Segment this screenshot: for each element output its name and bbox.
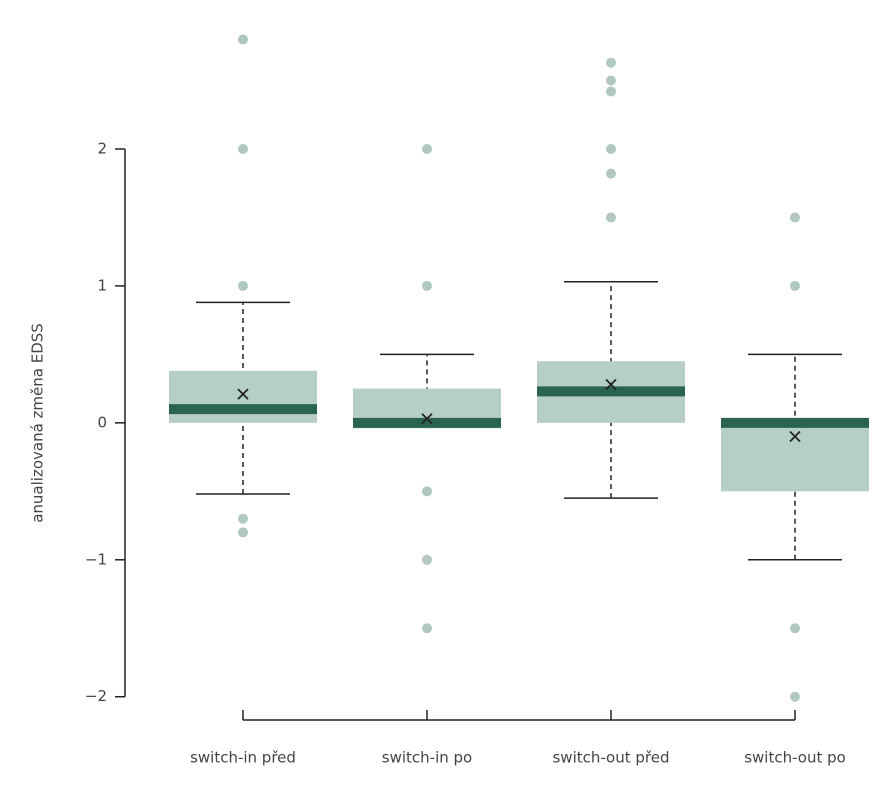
outlier — [606, 57, 616, 68]
outlier — [422, 554, 432, 565]
y-tick-label: −2 — [85, 687, 107, 705]
x-tick-label: switch-in po — [382, 749, 472, 767]
outlier — [606, 212, 616, 223]
outlier — [422, 486, 432, 497]
y-tick-label: −1 — [85, 550, 107, 568]
outlier — [238, 34, 248, 45]
outlier — [606, 75, 616, 86]
mean-marker — [421, 413, 433, 425]
outlier — [238, 527, 248, 538]
box — [169, 370, 317, 423]
outlier — [238, 280, 248, 291]
x-tick-label: switch-out po — [744, 749, 846, 767]
outlier — [422, 623, 432, 634]
outlier — [606, 168, 616, 179]
y-tick-label: 0 — [97, 413, 107, 431]
mean-marker — [237, 388, 249, 400]
outlier — [238, 513, 248, 524]
mean-marker — [789, 430, 801, 443]
outlier — [606, 86, 616, 97]
x-tick-label: switch-out před — [552, 749, 669, 767]
outlier — [790, 623, 800, 634]
outlier — [606, 143, 616, 154]
outlier — [790, 280, 800, 291]
y-tick-label: 2 — [97, 139, 107, 157]
outlier — [790, 691, 800, 702]
y-axis-label: anualizovaná změna EDSS — [29, 323, 47, 523]
outlier — [422, 143, 432, 154]
mean-marker — [605, 378, 617, 391]
x-tick-label: switch-in před — [190, 749, 296, 767]
box — [721, 418, 869, 492]
outlier — [422, 280, 432, 291]
y-tick-label: 1 — [97, 276, 107, 294]
outlier — [238, 143, 248, 154]
outlier — [790, 212, 800, 223]
